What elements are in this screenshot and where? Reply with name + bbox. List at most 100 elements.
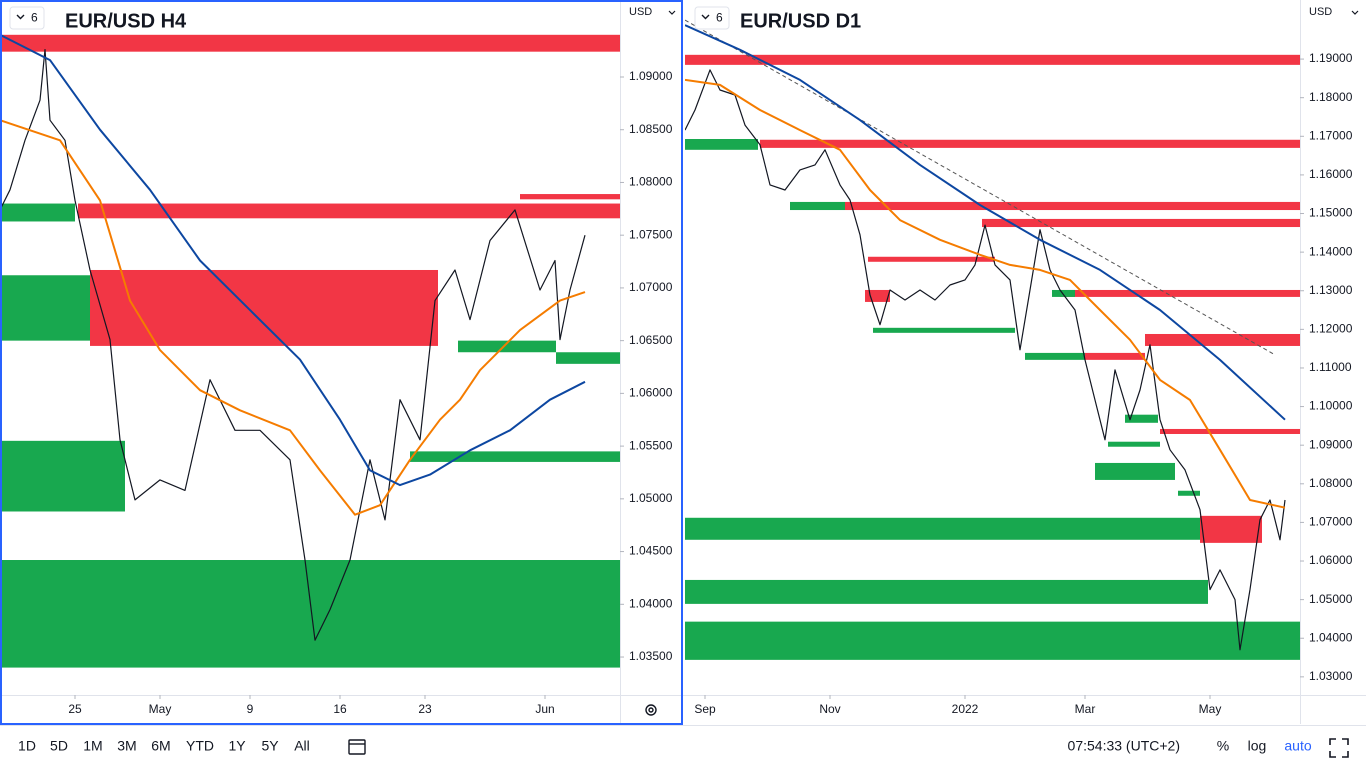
zone xyxy=(556,352,620,364)
currency-label[interactable]: USD xyxy=(629,6,652,18)
x-tick-label: 9 xyxy=(247,702,254,716)
zone xyxy=(1160,428,1300,434)
scale-option[interactable]: % xyxy=(1217,738,1229,754)
currency-chevron xyxy=(668,10,676,15)
badge-count: 6 xyxy=(31,11,38,25)
currency-label[interactable]: USD xyxy=(1309,6,1332,18)
y-tick-label: 1.08000 xyxy=(629,175,673,189)
zone xyxy=(1052,289,1075,297)
zone xyxy=(1200,515,1262,543)
range-button[interactable]: 3M xyxy=(117,738,136,754)
range-button[interactable]: All xyxy=(294,738,310,754)
y-tick-label: 1.05000 xyxy=(1309,592,1353,606)
x-tick-label: 2022 xyxy=(952,702,979,716)
moving-average xyxy=(685,24,1286,421)
moving-average xyxy=(0,119,586,516)
y-tick-label: 1.03500 xyxy=(629,649,673,663)
y-tick-label: 1.14000 xyxy=(1309,244,1353,258)
zone xyxy=(1125,414,1158,423)
y-tick-label: 1.17000 xyxy=(1309,128,1353,142)
zone xyxy=(1060,289,1300,297)
y-tick-label: 1.16000 xyxy=(1309,167,1353,181)
x-tick-label: 25 xyxy=(68,702,82,716)
plot-area xyxy=(0,33,620,668)
price-line xyxy=(685,69,1286,651)
price-line xyxy=(0,49,586,641)
zone xyxy=(90,269,438,346)
zone xyxy=(868,256,995,262)
y-tick-label: 1.19000 xyxy=(1309,51,1353,65)
zone xyxy=(685,517,1200,540)
settings-icon[interactable] xyxy=(645,704,657,716)
zone xyxy=(845,201,1300,211)
active-pane-border xyxy=(0,0,683,725)
y-tick-label: 1.08000 xyxy=(1309,476,1353,490)
moving-average xyxy=(685,78,1286,509)
fullscreen-corners xyxy=(1329,738,1349,758)
range-button[interactable]: 5Y xyxy=(261,738,279,754)
y-tick-label: 1.08500 xyxy=(629,122,673,136)
y-tick-label: 1.06000 xyxy=(629,386,673,400)
fullscreen-icon[interactable] xyxy=(1329,738,1349,758)
zone xyxy=(78,203,620,219)
indicator-badge[interactable] xyxy=(9,6,45,30)
clock: 07:54:33 (UTC+2) xyxy=(1068,738,1180,754)
y-tick-label: 1.07000 xyxy=(629,280,673,294)
zone xyxy=(685,579,1208,604)
zone xyxy=(790,201,845,211)
range-button[interactable]: 6M xyxy=(151,738,170,754)
zone xyxy=(0,440,125,512)
range-button[interactable]: 1D xyxy=(18,738,36,754)
x-tick-label: May xyxy=(149,702,172,716)
zone xyxy=(685,139,758,150)
zone xyxy=(1085,352,1145,360)
scale-option[interactable]: auto xyxy=(1284,738,1311,754)
indicator-badge[interactable] xyxy=(694,6,730,30)
moving-average xyxy=(0,33,586,487)
range-button[interactable]: 5D xyxy=(50,738,68,754)
zone xyxy=(0,34,620,52)
zone xyxy=(982,218,1300,228)
zone xyxy=(685,621,1300,660)
zone xyxy=(0,275,90,341)
y-tick-label: 1.04000 xyxy=(629,596,673,610)
chart-title: EUR/USD D1 xyxy=(740,10,861,32)
charts: 1.03500 1.04000 1.04500 1.05000 1.05500 1.060… xyxy=(0,6,1359,754)
plot-area xyxy=(685,19,1300,660)
x-tick-label: Mar xyxy=(1075,702,1096,716)
calendar-frame xyxy=(348,739,366,755)
zone xyxy=(0,560,620,668)
badge-chevron xyxy=(16,14,25,20)
range-button[interactable]: 1M xyxy=(83,738,102,754)
y-tick-label: 1.10000 xyxy=(1309,399,1353,413)
zone xyxy=(865,289,890,302)
zone xyxy=(685,54,1300,65)
range-button[interactable]: 1Y xyxy=(228,738,246,754)
x-tick-label: 23 xyxy=(418,702,432,716)
zone xyxy=(1145,333,1300,346)
y-tick-label: 1.11000 xyxy=(1309,360,1352,374)
zone xyxy=(0,203,75,222)
y-tick-label: 1.06000 xyxy=(1309,553,1353,567)
zone xyxy=(520,194,620,200)
y-tick-label: 1.03000 xyxy=(1309,669,1353,683)
range-button[interactable]: YTD xyxy=(186,738,214,754)
badge-chevron xyxy=(701,14,710,20)
y-tick-label: 1.05500 xyxy=(629,438,673,452)
y-tick-label: 1.18000 xyxy=(1309,90,1353,104)
zone xyxy=(1095,462,1175,480)
zone xyxy=(873,327,1015,333)
currency-chevron xyxy=(1351,10,1359,15)
x-tick-label: May xyxy=(1199,702,1222,716)
calendar-icon[interactable] xyxy=(348,739,366,755)
zone xyxy=(1108,441,1160,447)
y-tick-label: 1.06500 xyxy=(629,333,673,347)
x-tick-label: 16 xyxy=(333,702,347,716)
zone xyxy=(1178,490,1200,496)
y-tick-label: 1.07000 xyxy=(1309,515,1353,529)
scale-option[interactable]: log xyxy=(1248,738,1267,754)
gear-hole xyxy=(648,707,654,713)
x-tick-label: Nov xyxy=(819,702,840,716)
x-tick-label: Jun xyxy=(535,702,554,716)
